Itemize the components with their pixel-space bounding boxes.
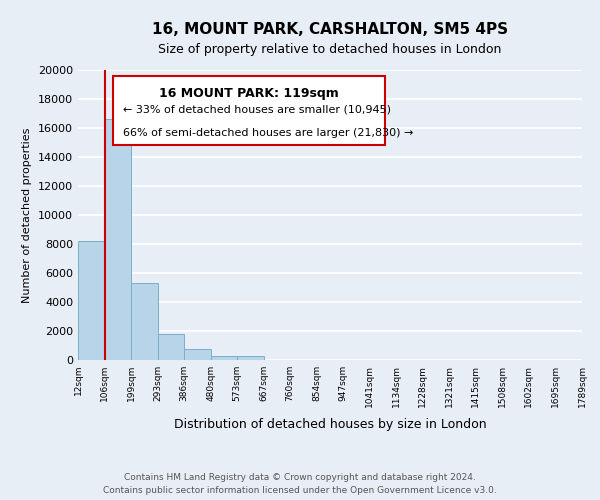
Bar bbox=[211, 356, 237, 360]
Bar bbox=[131, 283, 158, 360]
X-axis label: Distribution of detached houses by size in London: Distribution of detached houses by size … bbox=[173, 418, 487, 431]
Text: 66% of semi-detached houses are larger (21,830) →: 66% of semi-detached houses are larger (… bbox=[124, 128, 414, 138]
Y-axis label: Number of detached properties: Number of detached properties bbox=[22, 128, 32, 302]
Bar bbox=[237, 356, 263, 360]
Text: ← 33% of detached houses are smaller (10,945): ← 33% of detached houses are smaller (10… bbox=[124, 104, 391, 114]
Text: Size of property relative to detached houses in London: Size of property relative to detached ho… bbox=[158, 42, 502, 56]
FancyBboxPatch shape bbox=[113, 76, 385, 146]
Text: Contains HM Land Registry data © Crown copyright and database right 2024.
Contai: Contains HM Land Registry data © Crown c… bbox=[103, 474, 497, 495]
Bar bbox=[104, 120, 131, 360]
Bar bbox=[78, 241, 104, 360]
Bar bbox=[158, 334, 184, 360]
Text: 16 MOUNT PARK: 119sqm: 16 MOUNT PARK: 119sqm bbox=[160, 88, 339, 101]
Text: 16, MOUNT PARK, CARSHALTON, SM5 4PS: 16, MOUNT PARK, CARSHALTON, SM5 4PS bbox=[152, 22, 508, 38]
Bar bbox=[184, 349, 211, 360]
